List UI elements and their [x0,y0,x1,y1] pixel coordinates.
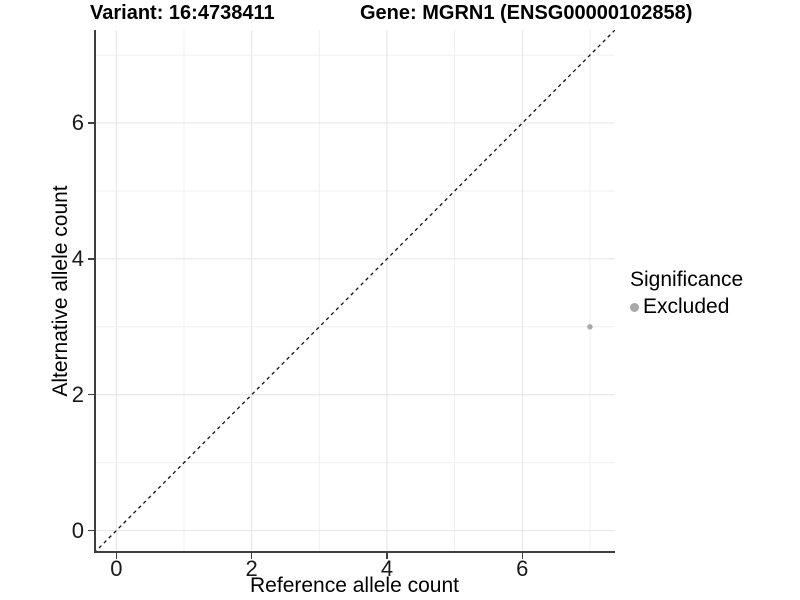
data-point [587,324,593,330]
panel-canvas [94,30,615,553]
y-tick-mark [88,258,94,260]
y-tick-label: 0 [71,517,84,543]
y-tick-mark [88,393,94,396]
plot-panel [94,30,615,553]
plot-title-variant: Variant: 16:4738411 [90,2,275,24]
x-tick-label: 0 [110,556,123,581]
y-tick-mark [88,122,94,124]
legend-item-label: Excluded [643,295,730,318]
legend: Significance Excluded [630,268,743,319]
legend-key-dot [630,302,639,312]
y-axis-title: Alternative allele count [49,185,72,397]
legend-item-excluded: Excluded [630,295,743,319]
x-tick-label: 4 [380,556,394,581]
x-tick-mark [521,553,524,559]
y-tick-mark [88,529,94,532]
y-tick-label: 2 [71,381,84,407]
x-tick-label: 2 [245,556,258,581]
x-tick-mark [250,553,253,559]
x-tick-mark [115,553,118,559]
legend-title: Significance [630,268,744,291]
y-tick-label: 4 [71,245,84,271]
plot-title-gene: Gene: MGRN1 (ENSG00000102858) [360,2,693,24]
x-tick-mark [386,553,388,559]
x-axis-title: Reference allele count [250,574,459,597]
identity-line [94,30,615,553]
y-tick-label: 6 [71,110,84,136]
x-tick-label: 6 [516,556,529,581]
